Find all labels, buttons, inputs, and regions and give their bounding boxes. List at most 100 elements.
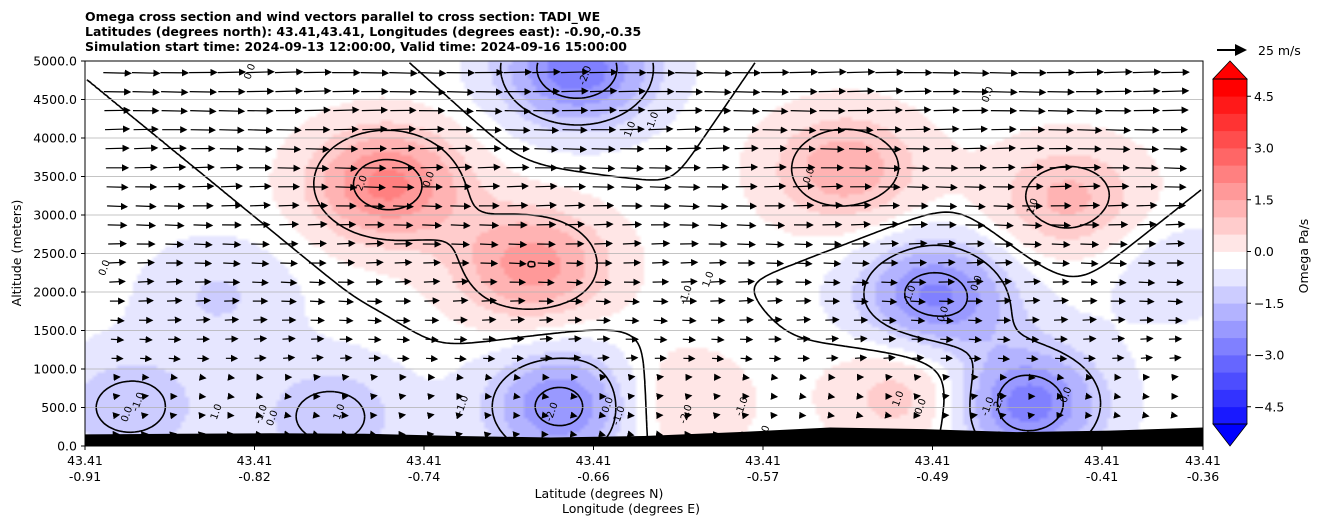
wind-arrow xyxy=(396,316,411,325)
x-tick-label-lon: -0.49 xyxy=(916,469,948,484)
wind-arrow xyxy=(1022,221,1043,230)
y-tick-label: 1000.0 xyxy=(33,362,77,377)
wind-arrow xyxy=(138,297,154,305)
colorbar-band xyxy=(1213,199,1247,218)
wind-arrow xyxy=(478,182,501,190)
vector-key-label: 25 m/s xyxy=(1258,43,1301,58)
wind-arrow xyxy=(420,163,444,172)
wind-arrow xyxy=(733,107,760,115)
x-axis-label-lon: Longitude (degrees E) xyxy=(562,501,700,516)
wind-arrow xyxy=(135,202,157,210)
wind-arrow xyxy=(1049,163,1073,171)
wind-arrow xyxy=(997,355,1011,363)
wind-arrow xyxy=(368,335,382,344)
wind-arrow xyxy=(656,373,665,381)
colorbar-tick-label: −4.5 xyxy=(1254,399,1284,414)
wind-arrow xyxy=(592,164,616,172)
wind-arrow xyxy=(391,144,416,152)
wind-arrow xyxy=(652,258,670,267)
wind-arrow xyxy=(511,335,525,343)
wind-arrow xyxy=(854,335,868,343)
wind-arrow xyxy=(566,259,584,267)
wind-arrow xyxy=(935,183,958,191)
wind-arrow xyxy=(452,278,469,286)
wind-arrow xyxy=(448,144,473,152)
wind-arrow xyxy=(1140,335,1154,343)
wind-arrow xyxy=(853,297,869,305)
wind-arrow xyxy=(541,411,550,419)
wind-arrow xyxy=(597,354,610,362)
wind-arrow xyxy=(879,220,900,228)
wind-arrow xyxy=(1162,106,1189,114)
wind-arrow xyxy=(217,68,247,76)
wind-arrow xyxy=(1047,107,1075,115)
wind-arrow xyxy=(192,182,215,190)
wind-arrow xyxy=(392,183,415,191)
wind-arrow xyxy=(161,107,188,115)
wind-arrow xyxy=(846,68,876,76)
wind-arrow xyxy=(589,87,618,95)
wind-arrow xyxy=(363,183,386,191)
wind-arrow xyxy=(225,335,239,343)
wind-arrow xyxy=(707,202,729,210)
wind-arrow xyxy=(307,220,328,228)
wind-arrow xyxy=(220,163,244,172)
wind-arrow xyxy=(107,202,129,211)
wind-arrow xyxy=(281,297,297,305)
contour-label: 1.0 xyxy=(623,120,639,139)
wind-arrow xyxy=(305,145,330,153)
wind-arrow xyxy=(506,182,529,190)
wind-arrow xyxy=(735,163,759,171)
wind-arrow xyxy=(939,317,954,325)
wind-arrow xyxy=(284,392,292,400)
wind-arrow xyxy=(568,354,582,362)
colorbar-band xyxy=(1213,268,1247,287)
x-axis-label-lat: Latitude (degrees N) xyxy=(535,486,664,501)
colorbar-band xyxy=(1213,337,1247,356)
chart-title: Omega cross section and wind vectors par… xyxy=(85,9,641,54)
wind-arrow xyxy=(475,88,504,96)
wind-arrow xyxy=(308,240,328,248)
wind-arrow xyxy=(513,392,521,400)
wind-arrow xyxy=(566,278,584,287)
wind-arrow xyxy=(477,163,501,171)
wind-arrow xyxy=(425,335,439,344)
wind-arrow xyxy=(569,411,578,419)
wind-arrow xyxy=(169,412,178,420)
wind-arrow xyxy=(1024,297,1041,305)
wind-arrow xyxy=(790,107,818,115)
wind-arrow xyxy=(824,278,841,287)
contour-label: 0.0 xyxy=(969,274,985,293)
wind-arrow xyxy=(1083,335,1097,343)
wind-arrow xyxy=(1161,87,1190,95)
colorbar-band xyxy=(1213,372,1247,390)
wind-arrow xyxy=(678,202,700,211)
x-tick-label-lat: 43.41 xyxy=(915,453,951,468)
wind-arrow xyxy=(1076,107,1103,115)
wind-arrow xyxy=(936,202,958,210)
wind-arrow xyxy=(194,259,213,267)
wind-arrow xyxy=(1141,411,1150,419)
wind-arrow xyxy=(534,145,559,153)
x-tick-label-lat: 43.41 xyxy=(1084,453,1120,468)
wind-arrow xyxy=(1111,316,1126,324)
wind-arrow xyxy=(764,182,787,190)
wind-arrow xyxy=(1051,221,1072,229)
wind-arrow xyxy=(1109,259,1128,268)
contour-label: 0.0 xyxy=(119,405,135,424)
wind-arrow xyxy=(221,201,243,210)
wind-arrow xyxy=(847,87,875,95)
wind-arrow xyxy=(624,297,640,306)
wind-arrow xyxy=(763,163,787,171)
wind-arrow xyxy=(482,316,497,324)
wind-arrow xyxy=(452,297,469,305)
wind-arrow xyxy=(593,220,614,228)
colorbar: 4.5 3.0 1.5 0.0 −1.5 −3.0 −4.5 Omega Pa/s xyxy=(1212,60,1311,447)
wind-arrow xyxy=(1052,259,1070,267)
wind-arrow xyxy=(253,335,268,343)
wind-arrow xyxy=(1106,145,1131,153)
colorbar-band xyxy=(1213,182,1247,201)
contour-label: 1.0 xyxy=(757,424,773,443)
wind-arrow xyxy=(139,335,153,344)
y-tick-label: 4500.0 xyxy=(33,92,77,107)
